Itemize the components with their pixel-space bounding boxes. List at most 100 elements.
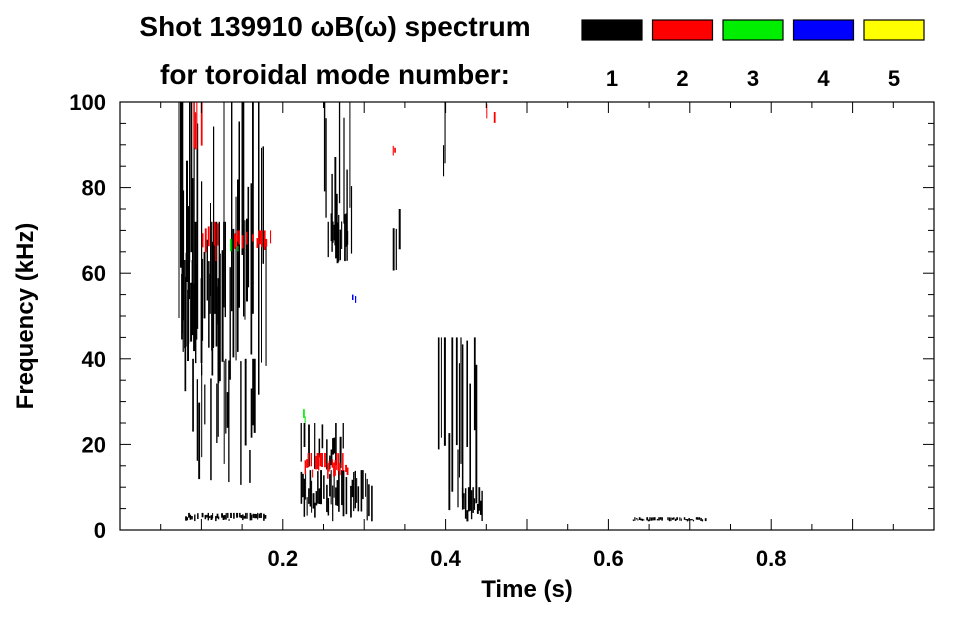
spectrum-streak: [327, 221, 329, 258]
spectrum-streak: [203, 251, 206, 319]
axis-tick-labels: 0.2 0.4 0.6 0.8 0 20 40 60 80 100: [69, 90, 786, 571]
spectrum-region-mode-1: [443, 102, 446, 177]
spectrum-streak: [206, 514, 208, 518]
spectrum-region-mode-1: [327, 213, 349, 264]
spectrum-streak: [318, 454, 320, 471]
spectrum-streak: [316, 453, 319, 470]
spectrum-streak: [181, 102, 184, 333]
spectrum-streak: [309, 470, 312, 507]
spectrum-streak: [192, 358, 194, 432]
spectrum-streak: [321, 453, 323, 467]
legend-label-mode-1: 1: [606, 66, 618, 91]
spectrum-streak: [688, 518, 690, 521]
spectrum-streak: [216, 383, 218, 443]
spectrum-streak: [473, 337, 476, 431]
spectrum-streak: [212, 277, 214, 348]
spectrum-streak: [341, 221, 343, 249]
spectrum-streak: [674, 518, 677, 521]
spectrum-region-mode-4: [352, 294, 357, 303]
spectrum-streak: [339, 436, 342, 469]
x-tick-label: 0.4: [430, 546, 461, 571]
spectrum-streak: [326, 484, 328, 513]
spectrum-region-mode-1: [181, 221, 226, 363]
spectrum-streak: [448, 433, 451, 511]
spectrum-streak: [261, 147, 262, 363]
spectrum-streak: [192, 178, 194, 336]
x-tick-label: 0.2: [268, 546, 299, 571]
spectrum-streak: [661, 517, 663, 521]
spectrum-streak: [345, 477, 348, 515]
spectrum-streak: [216, 513, 219, 519]
spectrum-streak: [193, 102, 195, 148]
spectrum-streak: [314, 502, 316, 518]
spectrum-streak: [253, 358, 256, 433]
spectrum-region-mode-3: [229, 239, 239, 252]
spectrum-streak: [475, 364, 478, 504]
spectrum-streak: [338, 470, 340, 512]
spectrum-streak: [319, 453, 322, 467]
y-tick-label: 0: [94, 518, 106, 543]
spectrum-streak: [221, 513, 223, 518]
spectrum-streak: [698, 517, 701, 520]
spectrum-streak: [213, 221, 216, 246]
spectrum-streak: [353, 472, 355, 512]
spectrum-streak: [240, 515, 243, 519]
spectrum-streak: [208, 261, 210, 348]
spectrum-streak: [228, 518, 230, 521]
spectrum-streak: [338, 102, 341, 204]
spectrum-streak: [310, 453, 312, 467]
spectrum-streak: [312, 469, 314, 478]
spectrum-streak: [241, 102, 244, 255]
spectrum-streak: [632, 519, 634, 521]
spectrum-streak: [343, 117, 345, 224]
spectrum-streak: [323, 475, 325, 499]
spectrum-streak: [217, 358, 219, 437]
legend-label-mode-4: 4: [817, 66, 830, 91]
spectrum-streak: [197, 513, 199, 519]
spectrum-streak: [246, 231, 248, 245]
spectrum-streak: [670, 517, 672, 522]
spectrum-streak: [243, 515, 246, 519]
spectrum-streak: [332, 221, 334, 243]
spectrum-streak: [333, 437, 336, 454]
spectrum-streak: [469, 383, 471, 511]
spectrum-streak: [304, 460, 306, 475]
spectrum-streak: [189, 102, 191, 263]
spectrum-streak: [338, 214, 340, 262]
spectrum-streak: [234, 233, 236, 249]
spectrum-streak: [223, 360, 225, 464]
spectrum-streak: [667, 517, 669, 521]
spectrum-streak: [225, 513, 227, 520]
spectrum-streak: [328, 460, 330, 472]
spectrum-streak: [634, 517, 636, 521]
spectrum-streak: [238, 121, 240, 308]
spectrum-streak: [182, 280, 184, 352]
spectrum-streak: [237, 230, 239, 242]
spectrum-streak: [194, 112, 197, 150]
spectrum-streak: [692, 519, 695, 522]
spectrum-region-mode-1: [300, 423, 344, 470]
spectrum-streak: [204, 514, 207, 520]
spectrum-streak: [637, 519, 639, 521]
legend-label-mode-2: 2: [676, 66, 688, 91]
spectrum-streak: [473, 498, 476, 510]
spectrum-streak: [215, 221, 218, 347]
spectrum-region-mode-1: [300, 470, 373, 522]
spectrum-streak: [314, 423, 316, 469]
spectrum-streak: [345, 213, 347, 247]
spectrum-streak: [311, 480, 313, 513]
spectrum-streak: [346, 467, 349, 475]
spectrum-region-mode-1: [392, 209, 401, 271]
spectrum-streak: [700, 517, 702, 521]
spectrum-streak: [303, 478, 306, 517]
spectrum-streak: [238, 230, 240, 245]
spectrum-streak: [318, 488, 321, 504]
spectrum-streak: [444, 102, 446, 164]
spectrum-streak: [332, 438, 335, 455]
spectrum-streak: [676, 517, 678, 520]
spectrum-streak: [211, 221, 213, 351]
spectrum-streak: [188, 221, 190, 300]
spectrum-streak: [200, 102, 203, 146]
spectrum-streak: [331, 459, 334, 468]
